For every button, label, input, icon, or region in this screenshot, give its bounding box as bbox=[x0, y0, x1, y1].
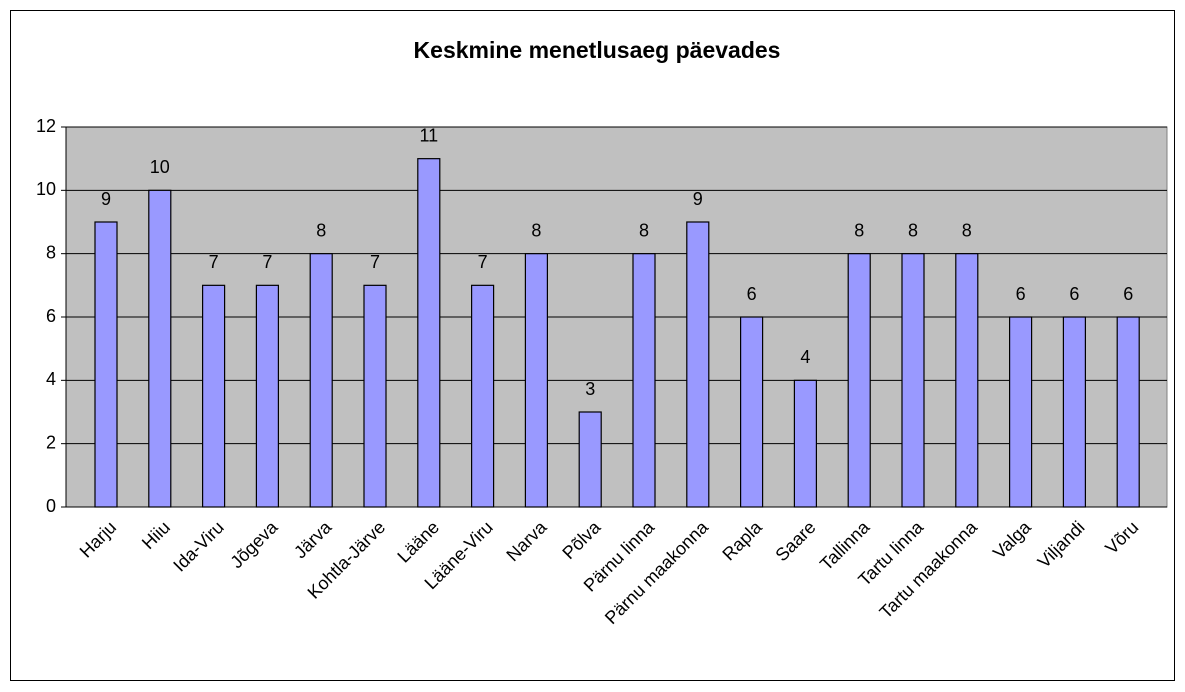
bar bbox=[94, 221, 118, 508]
data-label: 6 bbox=[1069, 284, 1079, 304]
y-tick-label: 8 bbox=[46, 242, 56, 262]
y-tick-label: 12 bbox=[36, 116, 56, 136]
data-label: 8 bbox=[531, 220, 541, 240]
bar bbox=[901, 253, 925, 508]
data-label: 6 bbox=[747, 284, 757, 304]
bar bbox=[1008, 316, 1033, 508]
data-label: 8 bbox=[908, 220, 918, 240]
bar bbox=[524, 253, 549, 508]
data-label: 7 bbox=[262, 252, 272, 272]
bar bbox=[1116, 316, 1140, 508]
bar bbox=[955, 253, 979, 508]
data-label: 9 bbox=[693, 189, 703, 209]
y-tick-label: 4 bbox=[46, 369, 56, 389]
bar bbox=[578, 411, 602, 508]
data-label: 7 bbox=[209, 252, 219, 272]
data-label: 8 bbox=[962, 220, 972, 240]
y-tick-label: 2 bbox=[46, 432, 56, 452]
bar bbox=[686, 221, 710, 508]
data-label: 11 bbox=[419, 125, 438, 145]
chart-title: Keskmine menetlusaeg päevades bbox=[414, 37, 781, 63]
data-label: 10 bbox=[150, 157, 170, 177]
bar bbox=[202, 284, 226, 508]
bar bbox=[417, 158, 441, 508]
bar bbox=[1062, 316, 1087, 508]
data-label: 7 bbox=[370, 252, 380, 272]
y-tick-label: 10 bbox=[36, 179, 56, 199]
data-label: 8 bbox=[639, 220, 649, 240]
data-label: 7 bbox=[478, 252, 488, 272]
data-label: 9 bbox=[101, 189, 111, 209]
data-label: 3 bbox=[585, 379, 595, 399]
bar bbox=[309, 253, 333, 508]
data-label: 6 bbox=[1016, 284, 1026, 304]
bar bbox=[739, 316, 764, 508]
bar bbox=[632, 253, 656, 508]
data-label: 8 bbox=[854, 220, 864, 240]
data-label: 4 bbox=[800, 347, 810, 367]
y-tick-label: 0 bbox=[46, 496, 56, 516]
data-label: 8 bbox=[316, 220, 326, 240]
bar bbox=[148, 189, 172, 508]
bar bbox=[363, 284, 387, 508]
data-label: 6 bbox=[1123, 284, 1133, 304]
bar bbox=[471, 284, 495, 508]
y-tick-label: 6 bbox=[46, 306, 56, 326]
bar bbox=[793, 379, 818, 508]
bar bbox=[847, 253, 871, 508]
bar bbox=[255, 284, 279, 508]
